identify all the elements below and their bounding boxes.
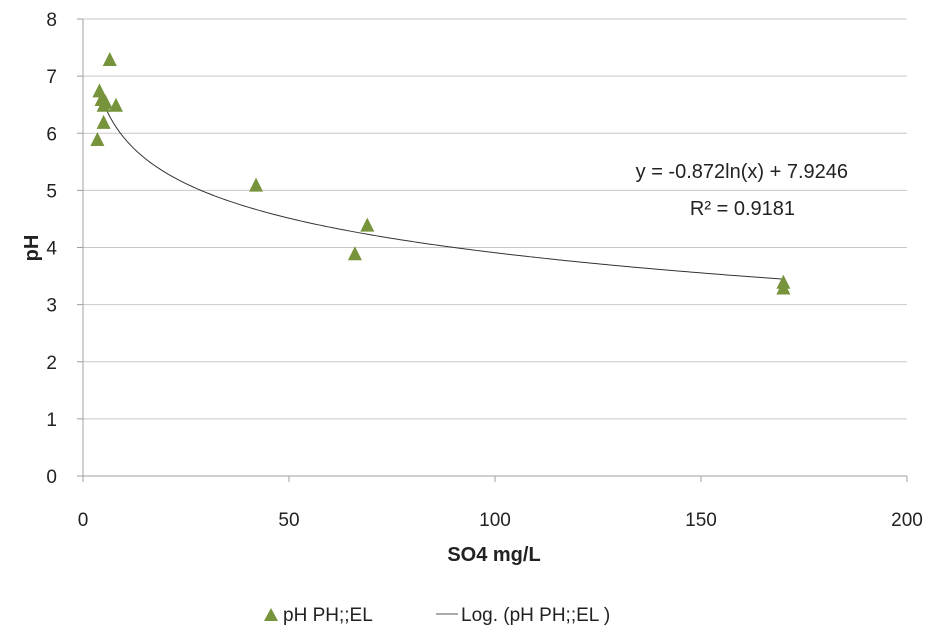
data-point-9: [360, 217, 375, 232]
trendline-r-squared: R² = 0.9181: [690, 198, 795, 220]
y-tick-label: 8: [46, 10, 57, 31]
data-point-8: [249, 177, 264, 192]
trendline-equation: y = -0.872ln(x) + 7.9246: [636, 161, 848, 183]
legend: pH PH;;EL Log. (pH PH;;EL ): [264, 605, 610, 626]
data-points: [90, 51, 791, 295]
x-tick-label: 0: [78, 510, 89, 531]
data-point-5: [108, 97, 123, 112]
data-point-6: [96, 114, 111, 129]
x-tick-label: 150: [685, 510, 717, 531]
legend-trendline-label: Log. (pH PH;;EL ): [461, 605, 610, 626]
data-point-0: [102, 51, 117, 66]
data-point-7: [90, 131, 105, 146]
legend-series-label: pH PH;;EL: [283, 605, 373, 626]
data-point-1: [92, 83, 107, 98]
y-tick-label: 4: [46, 239, 57, 260]
y-tick-label: 7: [46, 67, 57, 88]
trendline-curve: [99, 92, 784, 280]
data-point-10: [347, 246, 362, 261]
x-tick-label: 100: [479, 510, 511, 531]
legend-triangle-marker: [264, 608, 278, 621]
data-point-12: [776, 280, 791, 295]
axes: 0 1 2 3 4 5 6 7 8 0 50 100 150 200: [46, 10, 922, 531]
y-tick-label: 6: [46, 124, 57, 145]
x-tick-label: 50: [278, 510, 299, 531]
y-tick-label: 2: [46, 353, 57, 374]
y-tick-label: 5: [46, 181, 57, 202]
data-point-4: [96, 97, 111, 112]
y-tick-label: 1: [46, 410, 57, 431]
x-tick-label: 200: [891, 510, 923, 531]
trendline-group: [99, 92, 784, 280]
y-tick-label: 0: [46, 467, 57, 488]
y-tick-label: 3: [46, 296, 57, 317]
gridlines: [83, 18, 907, 420]
y-axis-title: pH: [21, 235, 43, 262]
x-axis-title: SO4 mg/L: [447, 544, 540, 566]
